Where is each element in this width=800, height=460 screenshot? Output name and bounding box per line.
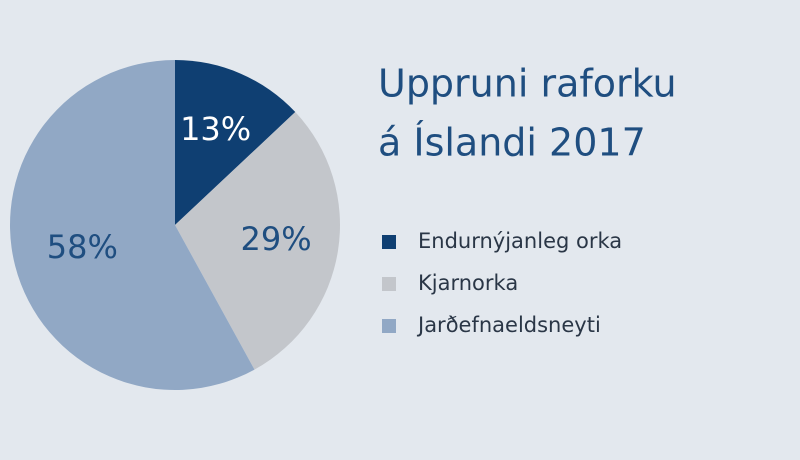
legend-swatch [382,235,396,249]
chart-title: á Íslandi 2017 [378,121,646,165]
legend-label: Endurnýjanleg orka [418,229,622,253]
legend-swatch [382,319,396,333]
pie-slice [175,60,296,225]
legend-label: Jarðefnaeldsneyti [416,313,601,337]
value-label: 58% [47,228,118,266]
pie-slice [9,60,255,390]
pie-slice [175,112,340,370]
value-label: 13% [180,110,251,148]
value-label: 29% [240,220,311,258]
legend-label: Kjarnorka [418,271,518,295]
legend-swatch [382,277,396,291]
chart-title: Uppruni raforku [378,62,677,106]
